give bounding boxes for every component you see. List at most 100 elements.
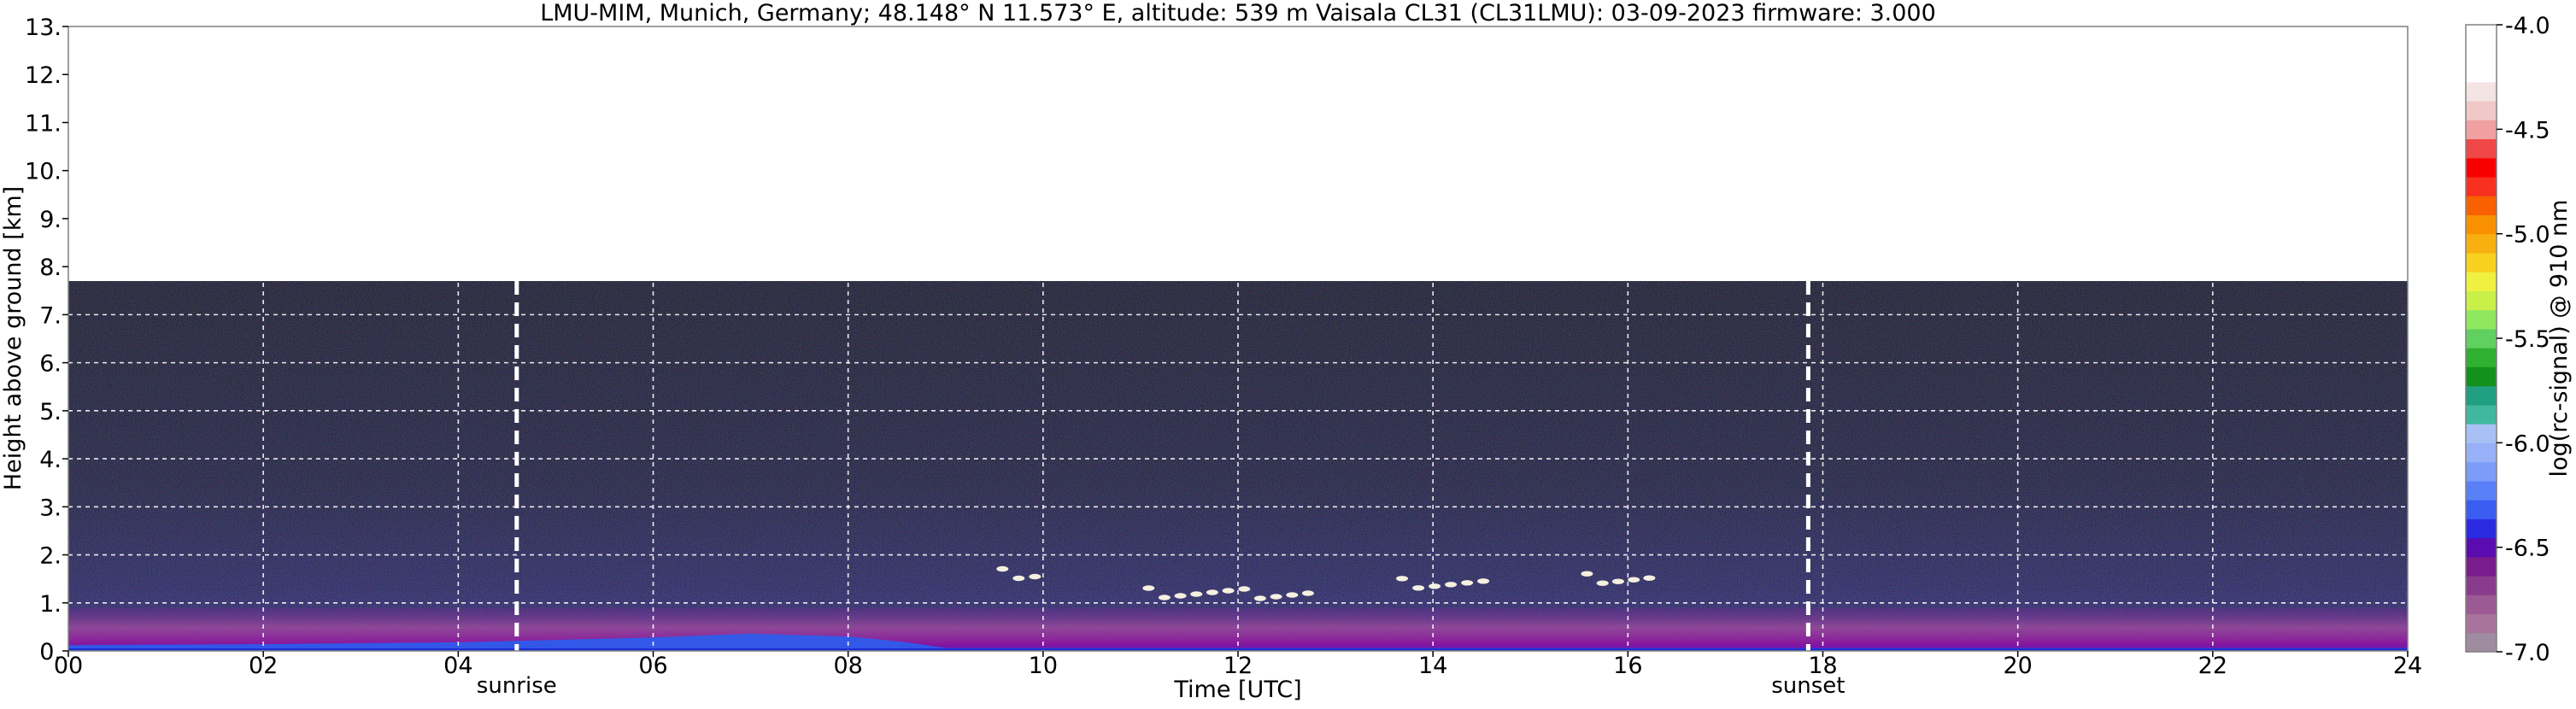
ground-strip	[68, 648, 2408, 651]
colorbar-segment	[2466, 214, 2497, 235]
cloud-feature	[1445, 582, 1458, 588]
colorbar-segment	[2466, 81, 2497, 102]
cloud-feature	[1190, 591, 1203, 597]
colorbar-tick-label: -4.0	[2505, 13, 2550, 39]
colorbar-segment	[2466, 556, 2497, 577]
colorbar-segment	[2466, 404, 2497, 425]
chart-title: LMU-MIM, Munich, Germany; 48.148° N 11.5…	[540, 0, 1936, 26]
cloud-feature	[1206, 589, 1218, 595]
colorbar-segment	[2466, 290, 2497, 311]
colorbar-tick-label: -5.5	[2505, 326, 2550, 353]
x-tick-label: 14	[1418, 653, 1447, 679]
cloud-feature	[1238, 586, 1251, 592]
colorbar-segment	[2466, 120, 2497, 139]
cloud-feature	[1396, 576, 1408, 582]
x-tick-label: 20	[2003, 653, 2032, 679]
colorbar-segment	[2466, 272, 2497, 291]
y-tick-label: 8.	[39, 255, 62, 281]
colorbar-tick-label: -7.0	[2505, 640, 2550, 666]
y-tick-label: 10.	[25, 159, 62, 185]
y-tick-label: 6.	[39, 351, 62, 378]
colorbar-segment	[2466, 328, 2497, 349]
colorbar-segment	[2466, 44, 2497, 63]
colorbar-segment	[2466, 519, 2497, 539]
cloud-feature	[1158, 595, 1171, 601]
x-tick-label: 06	[638, 653, 667, 679]
colorbar-segment	[2466, 442, 2497, 463]
colorbar-tick-label: -4.5	[2505, 117, 2550, 144]
colorbar-segment	[2466, 101, 2497, 120]
cloud-feature	[1461, 580, 1474, 586]
cloud-feature	[1174, 593, 1187, 599]
y-tick-label: 9.	[39, 207, 62, 233]
x-tick-label: 10	[1029, 653, 1058, 679]
cloud-feature	[1301, 590, 1314, 596]
x-tick-label: 04	[443, 653, 472, 679]
colorbar-tick-label: -6.5	[2505, 536, 2550, 562]
colorbar-segment	[2466, 348, 2497, 367]
colorbar-segment	[2466, 500, 2497, 519]
colorbar-segment	[2466, 309, 2497, 330]
colorbar-segment	[2466, 461, 2497, 482]
y-axis-label: Height above ground [km]	[0, 186, 26, 490]
colorbar-segment	[2466, 25, 2497, 44]
y-tick-label: 12.	[25, 62, 62, 89]
y-tick-label: 1.	[39, 591, 62, 618]
y-tick-label: 7.	[39, 302, 62, 329]
colorbar-segment	[2466, 632, 2497, 653]
sunrise-label: sunrise	[477, 673, 557, 699]
cloud-feature	[1012, 575, 1025, 582]
colorbar-segment	[2466, 233, 2497, 254]
cloud-feature	[1477, 578, 1490, 584]
cloud-feature	[1581, 571, 1593, 577]
colorbar-segment	[2466, 537, 2497, 558]
cloud-feature	[1643, 575, 1656, 581]
cloud-feature	[996, 565, 1009, 572]
cloud-feature	[1596, 580, 1609, 586]
y-tick-label: 0.	[39, 639, 62, 665]
colorbar-segment	[2466, 62, 2497, 83]
x-tick-label: 00	[54, 653, 83, 679]
cloud-feature	[1222, 588, 1235, 594]
y-tick-label: 5.	[39, 399, 62, 425]
y-tick-label: 3.	[39, 495, 62, 521]
x-tick-label: 02	[249, 653, 278, 679]
x-tick-label: 16	[1613, 653, 1642, 679]
colorbar-segment	[2466, 252, 2497, 272]
x-tick-label: 22	[2198, 653, 2227, 679]
colorbar-segment	[2466, 176, 2497, 196]
sunset-label: sunset	[1771, 673, 1845, 699]
cloud-feature	[1142, 585, 1155, 591]
colorbar-tick-label: -6.0	[2505, 431, 2550, 457]
colorbar-segment	[2466, 480, 2497, 501]
cloud-feature	[1270, 594, 1282, 600]
colorbar-segment	[2466, 157, 2497, 178]
cloud-feature	[1029, 573, 1042, 580]
colorbar-segment	[2466, 576, 2497, 595]
colorbar-tick-label: -5.0	[2505, 222, 2550, 249]
x-axis-label: Time [UTC]	[1173, 677, 1301, 703]
x-tick-label: 08	[833, 653, 862, 679]
cloud-feature	[1429, 583, 1441, 589]
cloud-feature	[1412, 585, 1425, 591]
cloud-feature	[1628, 577, 1640, 583]
colorbar-segment	[2466, 424, 2497, 443]
colorbar-segment	[2466, 138, 2497, 159]
colorbar-segment	[2466, 196, 2497, 215]
y-tick-label: 2.	[39, 543, 62, 570]
x-tick-label: 18	[1808, 653, 1837, 679]
cloud-feature	[1286, 592, 1299, 598]
x-tick-label: 24	[2393, 653, 2422, 679]
colorbar-label: log(rc-signal) @ 910 nm	[2546, 200, 2573, 478]
x-tick-label: 12	[1223, 653, 1253, 679]
cloud-feature	[1253, 595, 1266, 601]
colorbar-segment	[2466, 613, 2497, 634]
y-tick-label: 11.	[25, 110, 62, 137]
y-tick-label: 4.	[39, 447, 62, 473]
colorbar-segment	[2466, 366, 2497, 387]
colorbar-segment	[2466, 595, 2497, 615]
colorbar-segment	[2466, 385, 2497, 406]
surface-layer	[68, 633, 2408, 651]
